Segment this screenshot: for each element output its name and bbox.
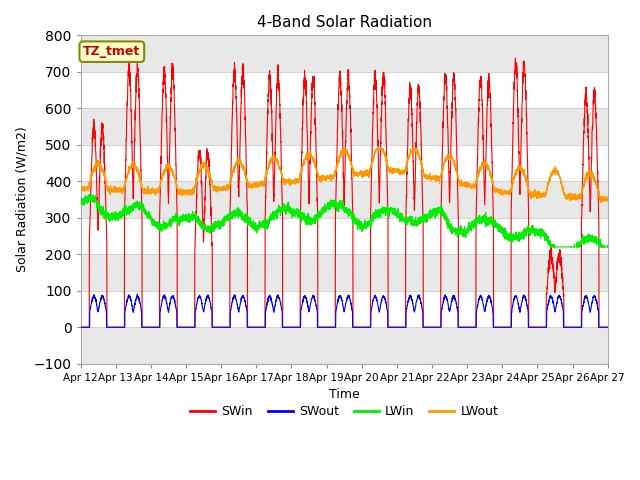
Title: 4-Band Solar Radiation: 4-Band Solar Radiation — [257, 15, 431, 30]
Bar — [81, 108, 608, 145]
Bar — [81, 145, 608, 181]
Bar — [81, 254, 608, 291]
Bar — [81, 72, 608, 108]
Bar — [81, 181, 608, 218]
Y-axis label: Solar Radiation (W/m2): Solar Radiation (W/m2) — [15, 127, 28, 273]
Bar — [81, 218, 608, 254]
Text: TZ_tmet: TZ_tmet — [83, 45, 140, 58]
Bar — [81, 36, 608, 72]
Bar — [81, 327, 608, 364]
X-axis label: Time: Time — [329, 388, 360, 401]
Legend: SWin, SWout, LWin, LWout: SWin, SWout, LWin, LWout — [185, 400, 504, 423]
Bar — [81, 291, 608, 327]
